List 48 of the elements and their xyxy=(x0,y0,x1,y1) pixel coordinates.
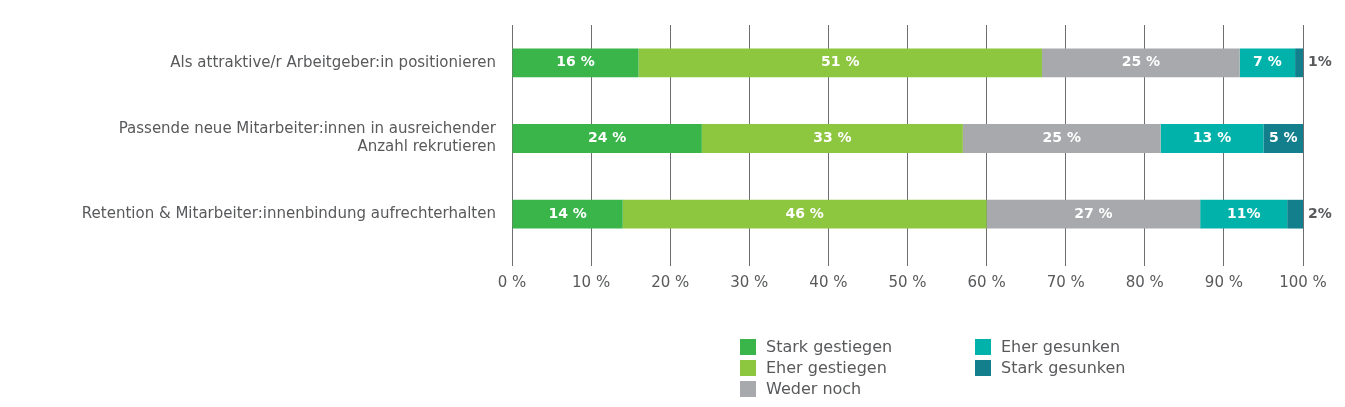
data-label: 7 % xyxy=(1253,53,1282,70)
bar xyxy=(622,199,987,229)
bar xyxy=(986,199,1201,229)
bar xyxy=(512,124,702,153)
bar xyxy=(1287,199,1303,229)
x-tick-label: 50 % xyxy=(888,272,927,291)
legend-label: Weder noch xyxy=(766,379,862,398)
x-tick-label: 100 % xyxy=(1279,272,1327,291)
data-label: 46 % xyxy=(785,204,824,221)
data-label: 2% xyxy=(1308,204,1332,221)
data-label: 25 % xyxy=(1121,53,1161,70)
x-tick-label: 90 % xyxy=(1204,272,1243,291)
bar xyxy=(512,199,623,229)
y-tick-label: Als attraktive/r Arbeitgeber:in positionieren xyxy=(170,52,496,71)
x-tick-label: 70 % xyxy=(1046,272,1085,291)
legend-label: Stark gesunken xyxy=(1001,358,1126,377)
bar xyxy=(638,48,1042,78)
data-label: 24 % xyxy=(587,129,627,146)
data-label: 25 % xyxy=(1042,129,1081,146)
data-label: 16 % xyxy=(556,53,595,70)
bar xyxy=(1041,48,1240,78)
legend-label: Eher gestiegen xyxy=(766,358,887,377)
x-tick-label: 0 % xyxy=(497,272,527,291)
data-label: 14 % xyxy=(548,204,587,221)
x-tick-label: 60 % xyxy=(967,272,1006,291)
x-tick-label: 20 % xyxy=(651,272,690,291)
bar xyxy=(1295,48,1303,78)
y-tick-label: Retention & Mitarbeiter:innenbindung aufrechterhalten xyxy=(81,204,496,223)
bar xyxy=(962,124,1161,153)
bar xyxy=(1200,199,1288,229)
legend-label: Eher gesunken xyxy=(1001,337,1121,356)
data-label: 27 % xyxy=(1074,204,1113,221)
x-tick-label: 80 % xyxy=(1125,272,1164,291)
data-label: 1% xyxy=(1308,53,1332,70)
data-label: 11% xyxy=(1226,204,1261,221)
x-tick-label: 10 % xyxy=(572,272,611,291)
bar xyxy=(701,124,963,153)
bar xyxy=(1160,124,1264,153)
data-label: 5 % xyxy=(1268,129,1298,146)
bar xyxy=(512,48,639,78)
data-label: 13 % xyxy=(1192,129,1232,146)
y-tick-label: Passende neue Mitarbeiter:innen in ausreichender Anzahl rekrutieren xyxy=(118,119,497,156)
data-label: 51 % xyxy=(821,53,860,70)
bar xyxy=(1239,48,1296,78)
data-label: 33 % xyxy=(813,129,852,146)
x-tick-label: 30 % xyxy=(730,272,769,291)
legend-label: Stark gestiegen xyxy=(766,337,893,356)
x-tick-label: 40 % xyxy=(809,272,848,291)
